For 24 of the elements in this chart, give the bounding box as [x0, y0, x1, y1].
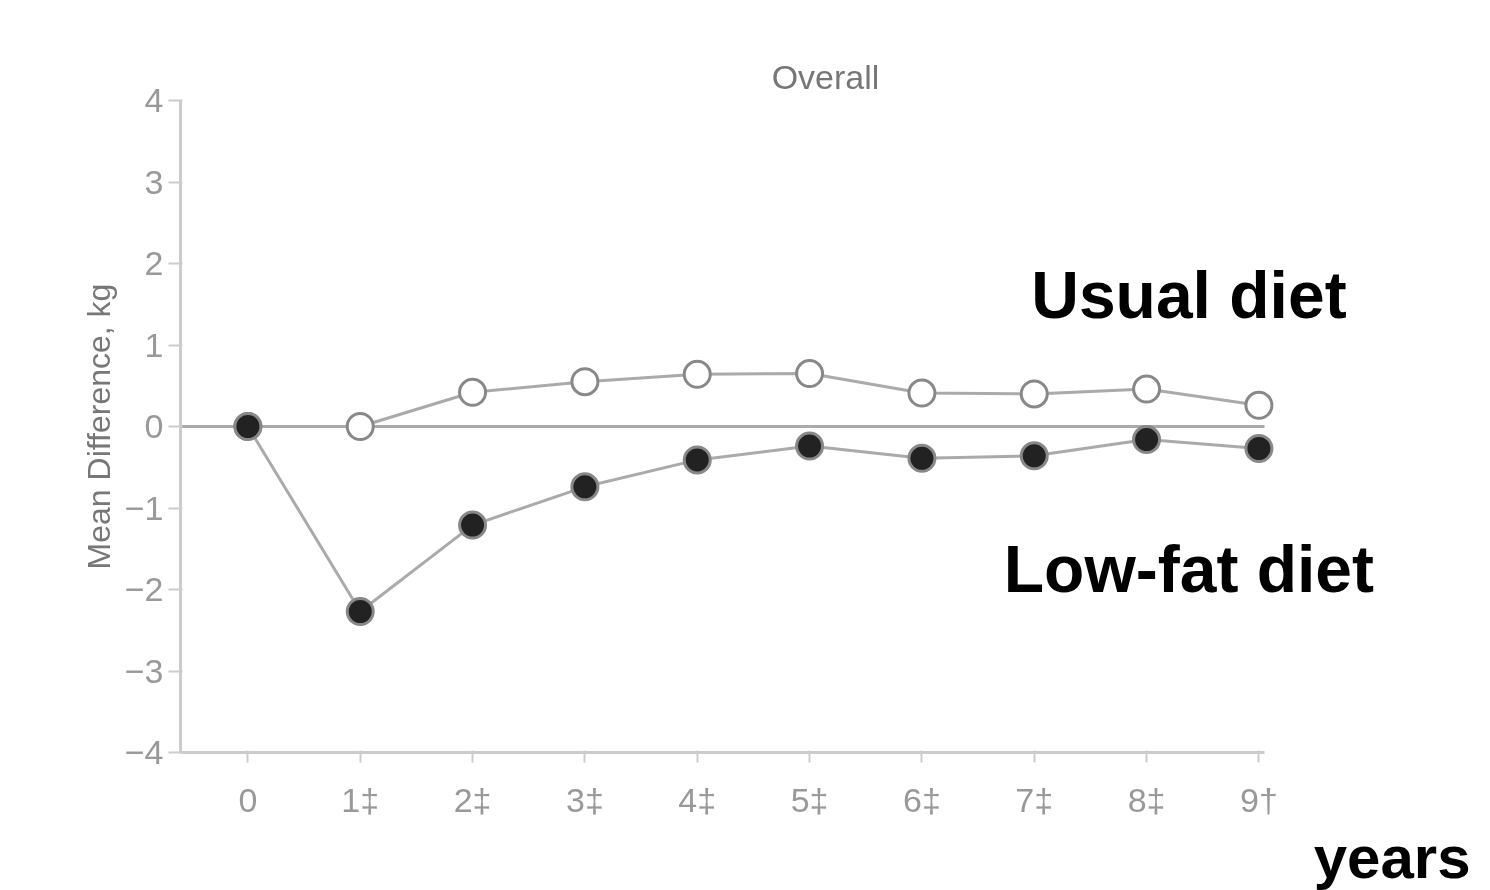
x-tick-label: 1‡: [341, 780, 380, 819]
x-tick-label: 8‡: [1127, 780, 1166, 819]
x-axis-title: years: [1313, 823, 1471, 890]
x-tick-label: 7‡: [1015, 780, 1054, 819]
x-tick-label: 5‡: [790, 780, 829, 819]
series-label: Low-fat diet: [1003, 531, 1375, 606]
y-tick-label: 4: [144, 81, 164, 119]
y-tick-label: 3: [144, 162, 164, 201]
chart-title: Overall: [771, 57, 880, 96]
y-tick-label: −2: [124, 570, 164, 608]
x-tick-label: 6‡: [903, 780, 941, 819]
y-tick-label: −3: [124, 651, 164, 690]
x-tick-label: 4‡: [678, 780, 717, 819]
y-tick-label: −4: [124, 733, 164, 771]
x-tick-label: 3‡: [566, 780, 604, 819]
y-tick-label: 1: [144, 325, 164, 364]
x-tick-label: 2‡: [453, 780, 492, 819]
y-axis-title: Mean Difference, kg: [80, 283, 117, 570]
series-label: Usual diet: [1031, 258, 1347, 333]
y-tick-label: 0: [144, 407, 164, 445]
x-tick-label: 0: [238, 780, 258, 819]
y-tick-label: −1: [124, 488, 164, 527]
x-tick-label: 9†: [1240, 780, 1278, 819]
y-tick-label: 2: [144, 244, 164, 282]
